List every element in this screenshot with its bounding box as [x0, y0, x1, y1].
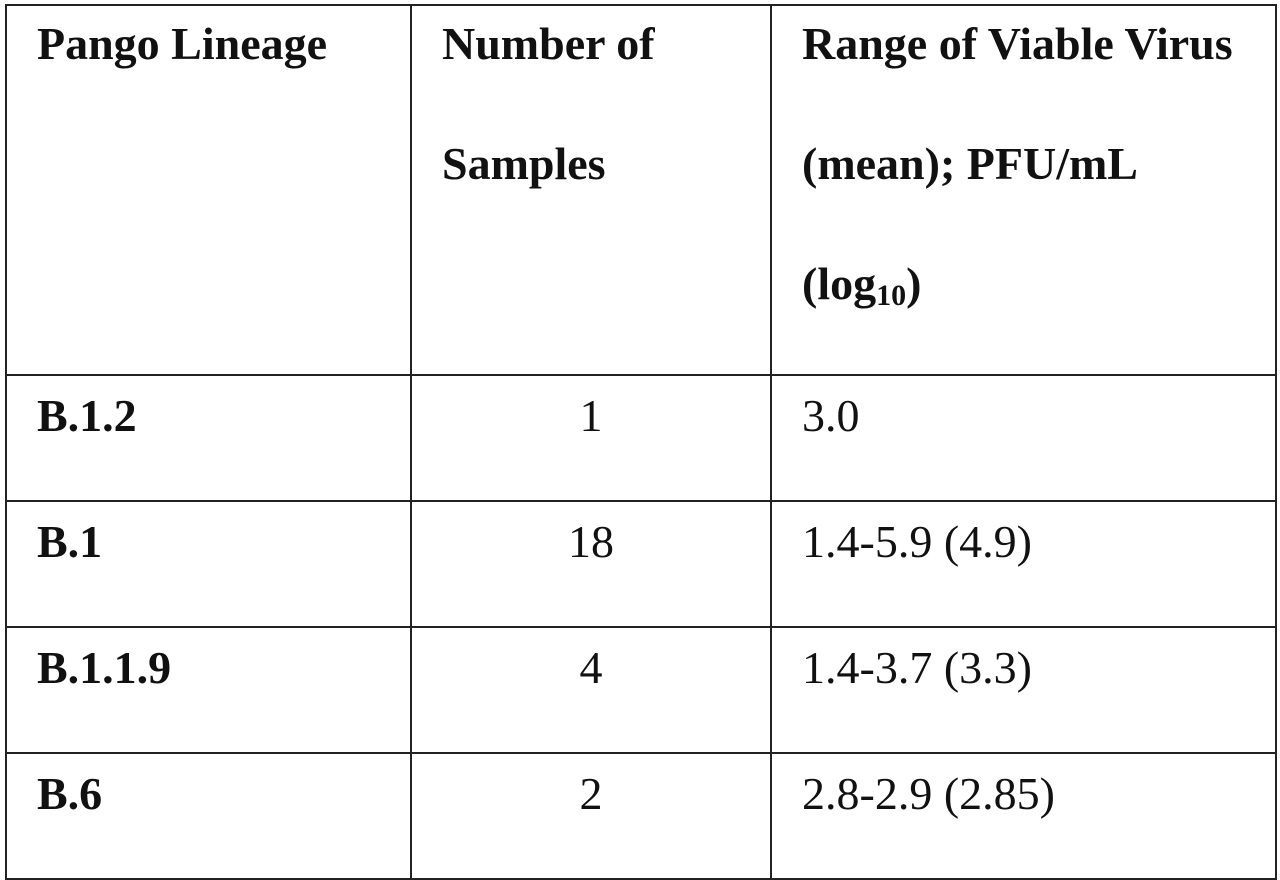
table-cell: B.6 [5, 752, 412, 880]
table-row: B.1.1.9 4 1.4-3.7 (3.3) [5, 626, 1277, 754]
table-row: B.6 2 2.8-2.9 (2.85) [5, 752, 1277, 880]
subscript: 10 [876, 279, 907, 312]
header-text: Range of Viable Virus (mean); PFU/mL (lo… [802, 18, 1233, 309]
table-row: B.1 18 1.4-5.9 (4.9) [5, 500, 1277, 628]
header-cell: Range of Viable Virus (mean); PFU/mL (lo… [770, 4, 1277, 376]
table-cell: 4 [410, 626, 772, 754]
header-cell: Number of Samples [410, 4, 772, 376]
table-cell: 18 [410, 500, 772, 628]
table-cell: 1.4-5.9 (4.9) [770, 500, 1277, 628]
table-cell: 3.0 [770, 374, 1277, 502]
table-cell: 1.4-3.7 (3.3) [770, 626, 1277, 754]
table-cell: 2 [410, 752, 772, 880]
header-text: ) [906, 258, 922, 309]
table-cell: 1 [410, 374, 772, 502]
table-body: B.1.2 1 3.0 B.1 18 1.4-5.9 (4.9) B.1.1.9 4 1.4-3… [5, 374, 1277, 880]
table-cell: 2.8-2.9 (2.85) [770, 752, 1277, 880]
header-text: Pango Lineage [37, 18, 328, 69]
table-cell: B.1.2 [5, 374, 412, 502]
header-cell: Pango Lineage [5, 4, 412, 376]
table-header: Pango Lineage Number of Samples Range of… [5, 4, 1277, 376]
header-text: Number of Samples [442, 18, 655, 189]
table-cell: B.1 [5, 500, 412, 628]
table-row: B.1.2 1 3.0 [5, 374, 1277, 502]
table-cell: B.1.1.9 [5, 626, 412, 754]
header-row: Pango Lineage Number of Samples Range of… [5, 4, 1277, 376]
data-table: Pango Lineage Number of Samples Range of… [5, 4, 1277, 880]
header-text: Range of Viable Virus (mean); PFU/mL (lo… [802, 0, 1245, 344]
